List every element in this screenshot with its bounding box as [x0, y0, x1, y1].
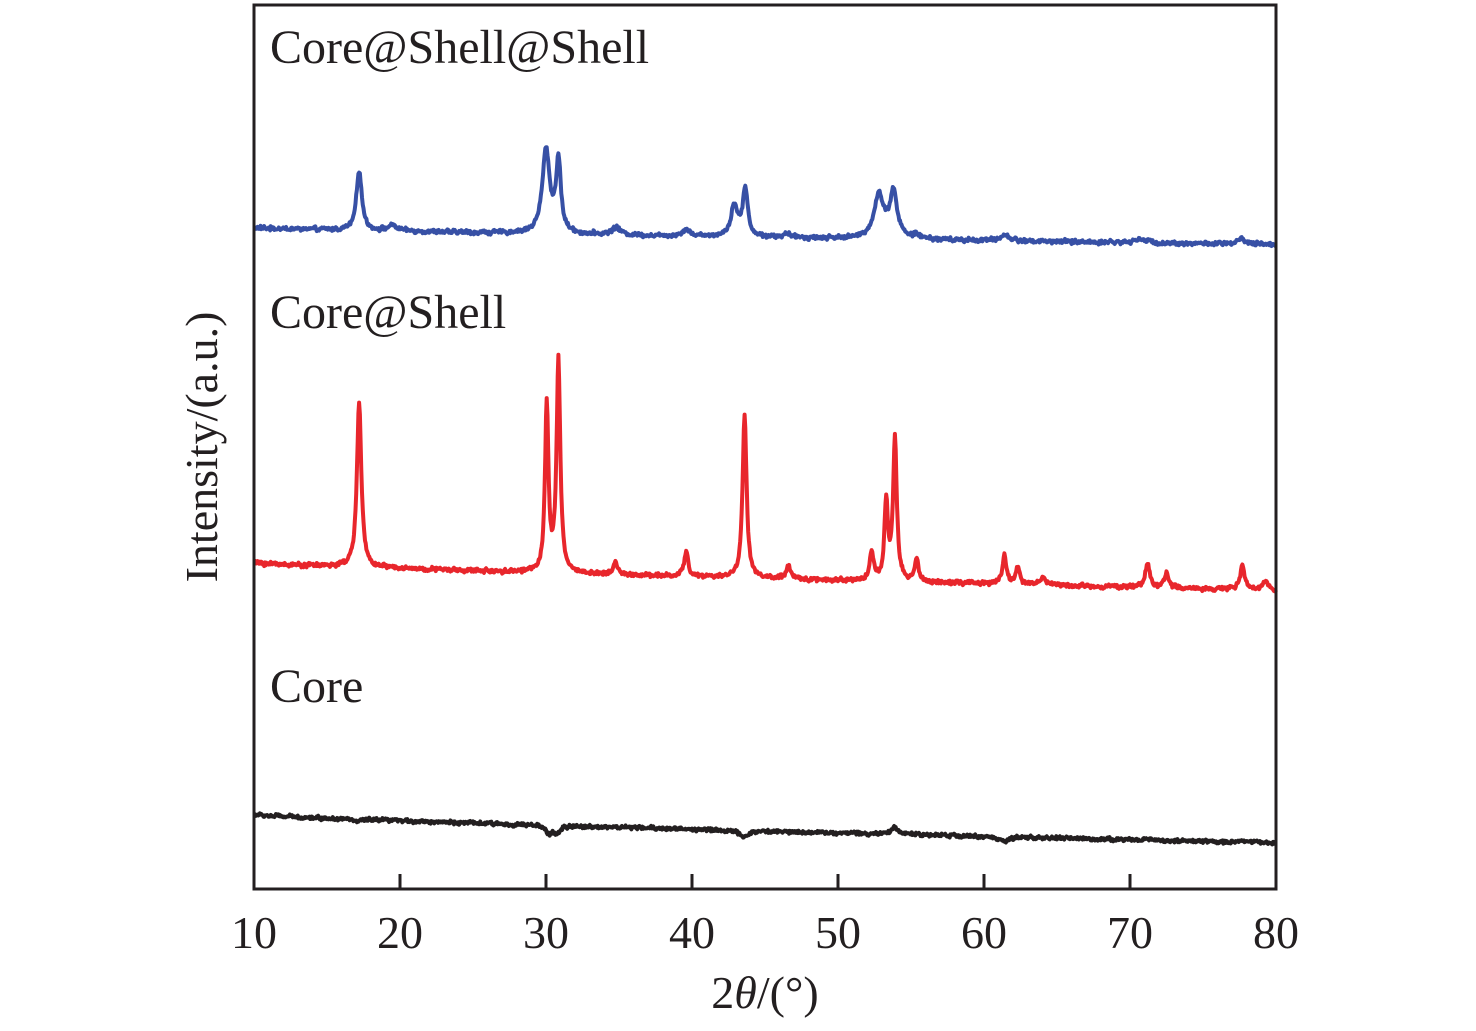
- x-axis-ticks: 10 20 30 40 50 60 70 80: [231, 874, 1299, 958]
- series-line-core-shell-shell: [252, 145, 1278, 248]
- series-line-core: [252, 811, 1278, 847]
- x-tick-label: 10: [231, 907, 277, 958]
- x-tick-label: 30: [523, 907, 569, 958]
- series-label-core: Core: [270, 660, 363, 713]
- x-axis-title-prefix: 2: [711, 967, 734, 1018]
- x-tick-label: 50: [815, 907, 861, 958]
- series-line-core-shell: [252, 352, 1278, 594]
- x-tick-label: 40: [669, 907, 715, 958]
- x-tick-label: 70: [1107, 907, 1153, 958]
- plot-frame: [252, 3, 1278, 891]
- x-tick-label: 80: [1253, 907, 1299, 958]
- x-tick-label: 20: [377, 907, 423, 958]
- x-tick-label: 60: [961, 907, 1007, 958]
- x-axis-title-suffix: /(°): [757, 967, 819, 1018]
- x-axis-title: 2θ/(°): [711, 967, 818, 1018]
- series-label-core-shell-shell: Core@Shell@Shell: [270, 21, 649, 74]
- x-axis-title-theta: θ: [734, 967, 757, 1018]
- series-layer: [252, 145, 1278, 847]
- series-label-core-shell: Core@Shell: [270, 286, 506, 339]
- y-axis-title: Intensity/(a.u.): [176, 312, 227, 583]
